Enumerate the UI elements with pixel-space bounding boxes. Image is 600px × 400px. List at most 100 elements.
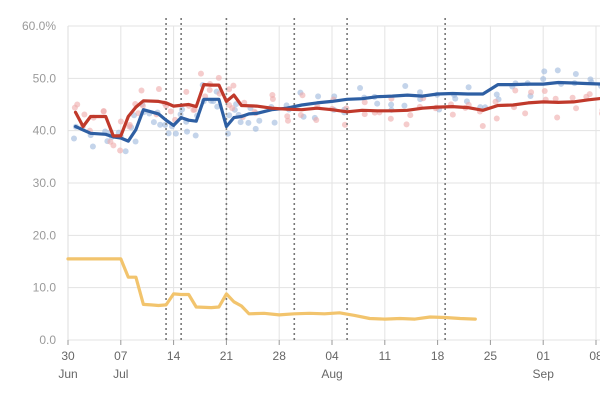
x-tick-label: 30 bbox=[61, 349, 75, 363]
poll-dot bbox=[512, 87, 519, 94]
poll-dot bbox=[572, 71, 579, 78]
poll-dot bbox=[492, 98, 499, 105]
poll-dot bbox=[256, 117, 263, 124]
poll-dot bbox=[89, 143, 96, 150]
poll-dot bbox=[554, 114, 561, 121]
poll-dot bbox=[252, 125, 259, 132]
poll-dot bbox=[215, 74, 222, 81]
poll-dot bbox=[541, 87, 548, 94]
poll-dot bbox=[269, 96, 276, 103]
poll-dot bbox=[226, 86, 233, 93]
poll-dot bbox=[165, 130, 172, 137]
poll-dot bbox=[126, 121, 133, 128]
poll-dot bbox=[206, 87, 213, 94]
poll-dot bbox=[374, 100, 381, 107]
y-tick-label: 30.0 bbox=[33, 176, 57, 190]
x-tick-label: 11 bbox=[379, 349, 392, 363]
poll-dot bbox=[479, 122, 486, 129]
poll-dot bbox=[214, 103, 221, 110]
x-tick-label: 08 bbox=[589, 349, 600, 363]
poll-dot bbox=[81, 111, 88, 118]
poll-dot bbox=[155, 85, 162, 92]
poll-dot bbox=[361, 111, 368, 118]
series-line bbox=[73, 80, 600, 143]
series-line bbox=[66, 257, 477, 321]
poll-dot bbox=[197, 70, 204, 77]
poll-dot bbox=[192, 132, 199, 139]
poll-dot bbox=[417, 89, 424, 96]
x-tick-label: 14 bbox=[167, 349, 181, 363]
y-tick-label: 0.0 bbox=[39, 333, 56, 347]
poll-dot bbox=[71, 135, 78, 142]
event-lines bbox=[165, 18, 446, 340]
x-tick-month-label: Aug bbox=[321, 367, 342, 381]
x-tick-label: 18 bbox=[431, 349, 445, 363]
poll-dot bbox=[402, 82, 409, 89]
poll-dot bbox=[573, 105, 580, 112]
poll-dot bbox=[388, 101, 395, 108]
poll-dot bbox=[100, 107, 107, 114]
poll-dot bbox=[284, 113, 291, 120]
series-line bbox=[73, 82, 600, 138]
poll-dot bbox=[184, 128, 191, 135]
poll-dot bbox=[357, 84, 364, 91]
x-tick-month-label: Jun bbox=[58, 367, 77, 381]
poll-dot bbox=[465, 84, 472, 91]
poll-dot bbox=[138, 87, 145, 94]
poll-dot bbox=[569, 94, 576, 101]
y-tick-label: 40.0 bbox=[33, 124, 57, 138]
poll-dot bbox=[226, 112, 233, 119]
x-tick-month-label: Sep bbox=[533, 367, 555, 381]
poll-dot bbox=[167, 108, 174, 115]
series-lines bbox=[66, 80, 600, 321]
poll-dot bbox=[224, 130, 231, 137]
poll-dot bbox=[403, 121, 410, 128]
poll-dot bbox=[313, 116, 320, 123]
poll-dot bbox=[387, 115, 394, 122]
poll-dot bbox=[587, 76, 594, 83]
x-tick-label: 01 bbox=[537, 349, 551, 363]
poll-dot bbox=[132, 138, 139, 145]
y-axis: 0.0 10.0 20.0 30.0 40.0 50.0 60.0% bbox=[22, 19, 56, 347]
poll-dot bbox=[172, 130, 179, 137]
poll-dot bbox=[183, 88, 190, 95]
poll-dot bbox=[522, 110, 529, 117]
x-axis: 30 Jun 07 Jul 14 21 28 04 Aug 11 18 25 01 Sep 08 bbox=[58, 340, 600, 381]
poll-dot bbox=[554, 67, 561, 74]
poll-dot bbox=[541, 68, 548, 75]
y-tick-label: 20.0 bbox=[33, 228, 57, 242]
poll-dot bbox=[361, 99, 368, 106]
x-tick-label: 25 bbox=[484, 349, 498, 363]
x-tick-month-label: Jul bbox=[113, 367, 128, 381]
poll-dot bbox=[297, 111, 304, 118]
poll-dot bbox=[230, 82, 237, 89]
poll-dot bbox=[237, 119, 244, 126]
poll-dot bbox=[452, 95, 459, 102]
x-tick-label: 04 bbox=[325, 349, 339, 363]
poll-dot bbox=[245, 119, 252, 126]
x-tick-label: 21 bbox=[220, 349, 234, 363]
x-tick-label: 28 bbox=[273, 349, 287, 363]
poll-dot bbox=[493, 91, 500, 98]
poll-dot bbox=[528, 89, 535, 96]
poll-dot bbox=[117, 147, 124, 154]
y-tick-label: 50.0 bbox=[33, 71, 57, 85]
grid bbox=[67, 25, 600, 341]
poll-dot bbox=[271, 119, 278, 126]
poll-dot bbox=[315, 93, 322, 100]
y-tick-label: 10.0 bbox=[33, 281, 57, 295]
poll-dot bbox=[179, 106, 186, 113]
poll-dot bbox=[552, 95, 559, 102]
poll-dot bbox=[150, 119, 157, 126]
poll-dot bbox=[122, 148, 129, 155]
poll-dot bbox=[284, 117, 291, 124]
poll-dot bbox=[299, 92, 306, 99]
poll-dot bbox=[449, 111, 456, 118]
poll-dot bbox=[229, 105, 236, 112]
poll-dot bbox=[157, 121, 164, 128]
x-tick-label: 07 bbox=[114, 349, 128, 363]
poll-dot bbox=[493, 115, 500, 122]
poll-dot bbox=[117, 118, 124, 125]
poll-dot bbox=[190, 107, 197, 114]
